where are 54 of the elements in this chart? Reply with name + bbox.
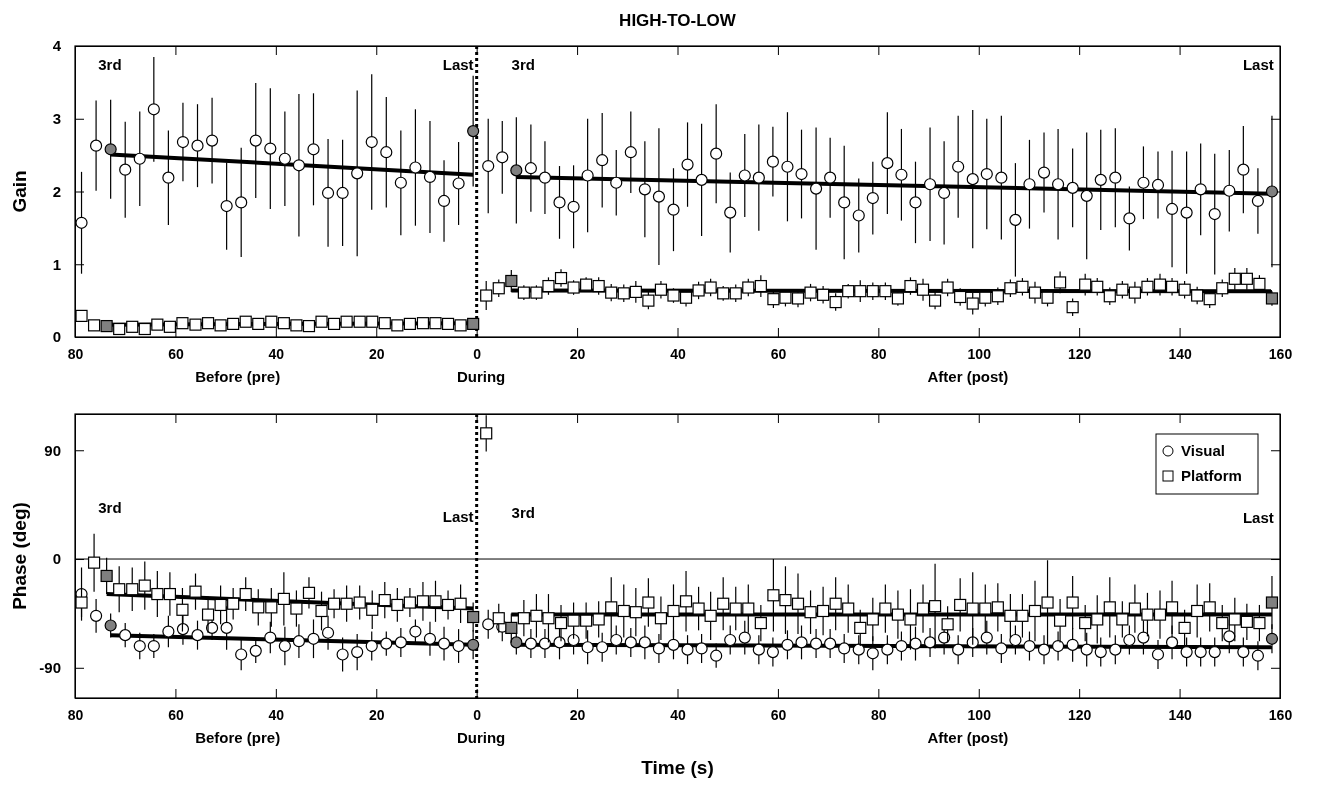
y-axis-title: Phase (deg) [9, 502, 30, 610]
x-tick-label: 40 [268, 345, 285, 362]
annotation: Last [1242, 509, 1274, 527]
x-tick-label: 80 [871, 345, 887, 362]
text: During [456, 368, 506, 385]
x-tick-label: 40 [670, 706, 686, 723]
x-tick-label: 80 [67, 345, 84, 362]
annotation: 3rd [98, 56, 122, 74]
x-tick-label: 40 [268, 706, 285, 723]
x-tick-label: 100 [967, 345, 992, 362]
x-tick-label: 140 [1168, 345, 1192, 362]
text: After (post) [927, 368, 1009, 385]
x-tick-label: 160 [1268, 706, 1293, 723]
x-axis-title: Time (s) [641, 757, 714, 778]
annotation: 3rd [98, 499, 122, 517]
x-tick-label: 20 [569, 706, 586, 723]
x-tick-label: 100 [967, 706, 992, 723]
text: Before (pre) [195, 368, 281, 385]
y-tick-label: 1 [52, 255, 61, 273]
x-tick-label: 60 [770, 706, 787, 723]
text: During [456, 729, 506, 746]
chart-title: HIGH-TO-LOW [619, 11, 737, 30]
x-tick-label: 160 [1268, 345, 1293, 362]
legend-label: Platform [1181, 467, 1242, 485]
x-tick-label: 20 [569, 345, 586, 362]
text: After (post) [927, 729, 1009, 746]
annotation: 3rd [511, 504, 535, 522]
y-axis-title: Gain [9, 170, 30, 213]
y-tick-label: 90 [44, 441, 61, 459]
x-tick-label: 20 [368, 706, 385, 723]
x-tick-label: 80 [67, 706, 84, 723]
annotation: Last [442, 56, 474, 74]
annotation: Last [1242, 56, 1274, 74]
x-tick-label: 0 [473, 345, 482, 362]
y-tick-label: -90 [39, 659, 61, 677]
x-tick-label: 120 [1067, 706, 1092, 723]
text: Before (pre) [195, 729, 281, 746]
x-tick-label: 80 [871, 706, 887, 723]
x-tick-label: 60 [168, 345, 184, 362]
x-tick-label: 40 [670, 345, 686, 362]
x-tick-label: 120 [1067, 345, 1092, 362]
x-tick-label: 0 [473, 706, 482, 723]
y-tick-label: 4 [52, 37, 62, 55]
x-tick-label: 140 [1168, 706, 1192, 723]
x-tick-label: 60 [770, 345, 787, 362]
annotation: Last [442, 508, 474, 526]
x-tick-label: 20 [368, 345, 385, 362]
y-tick-label: 0 [52, 328, 61, 346]
legend-label: Visual [1181, 442, 1225, 460]
x-tick-label: 60 [168, 706, 184, 723]
y-tick-label: 0 [52, 550, 61, 568]
y-tick-label: 3 [52, 110, 61, 128]
annotation: 3rd [511, 56, 535, 74]
y-tick-label: 2 [52, 182, 61, 200]
